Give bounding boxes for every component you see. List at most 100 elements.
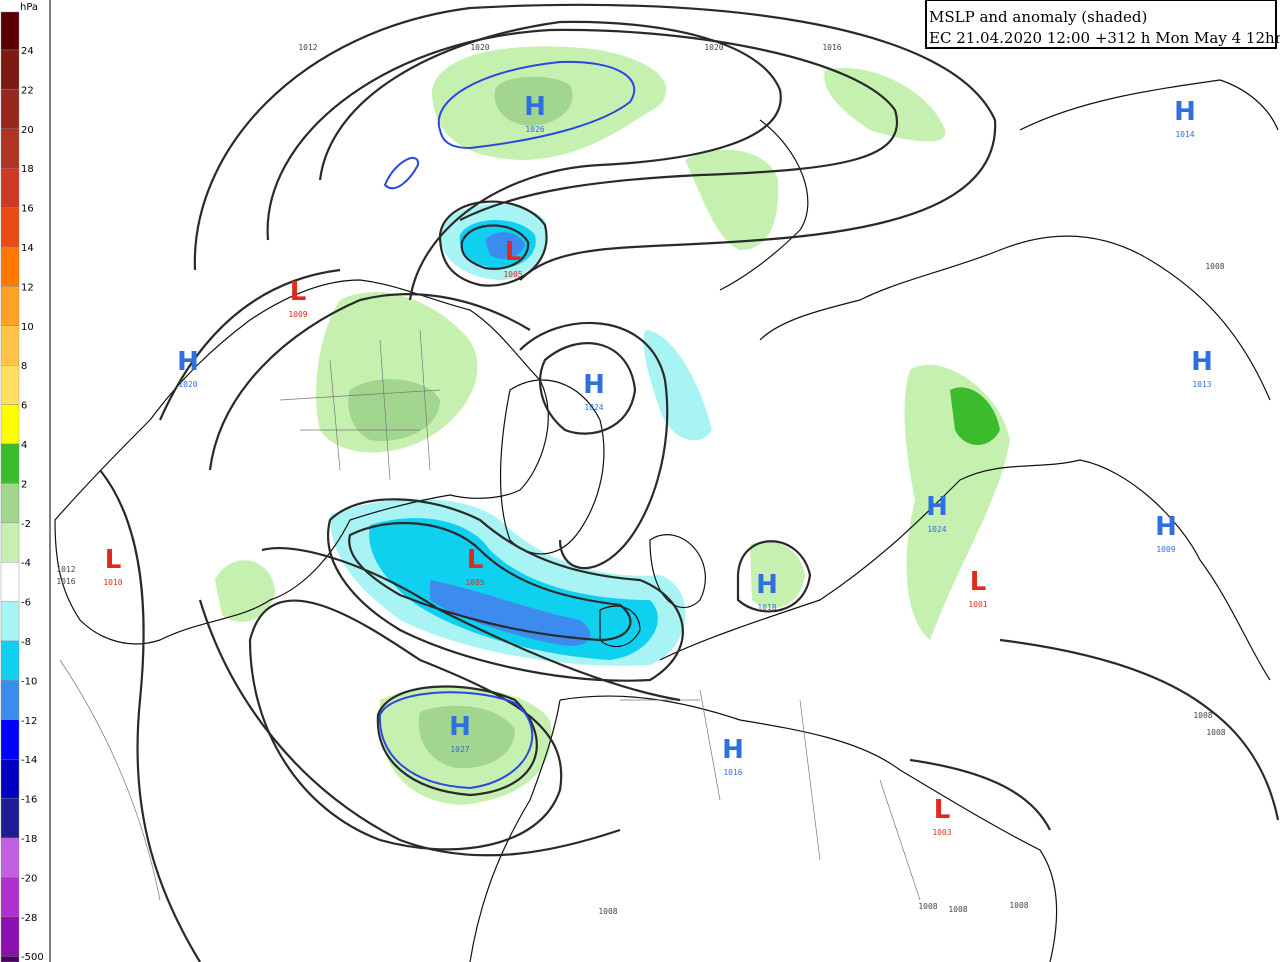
isobar [348, 521, 632, 642]
colorbar-unit: hPa [20, 2, 38, 13]
center-pressure: 1009 [1156, 545, 1175, 554]
center-pressure: 1005 [503, 270, 522, 279]
borders [59, 329, 921, 901]
eurasia [659, 235, 1271, 681]
colorbar-label: -16 [21, 795, 37, 806]
colorbar-label: 14 [21, 243, 34, 254]
isobar [248, 599, 563, 851]
colorbar-label: 10 [21, 322, 34, 333]
colorbar-swatch [0, 167, 20, 208]
colorbar-swatch [0, 246, 20, 287]
isobar-label: 1008 [918, 902, 937, 911]
colorbar-swatch [0, 601, 20, 642]
center-pressure: 1014 [1175, 130, 1194, 139]
isobar [736, 540, 812, 613]
center-pressure: 1016 [723, 768, 742, 777]
negative-anomaly [485, 232, 525, 259]
isobar-label: 1008 [598, 907, 617, 916]
colorbar-swatch [0, 798, 20, 839]
colorbar-label: 8 [21, 361, 27, 372]
colorbar-swatch [0, 719, 20, 760]
negative-anomaly [643, 330, 712, 441]
isobar-label: 1020 [470, 43, 489, 52]
isobar [437, 60, 636, 150]
colorbar-label: -2 [21, 519, 31, 530]
center-letter: H [524, 92, 546, 122]
title-box [925, 0, 1277, 49]
isobar-label: 1016 [56, 577, 75, 586]
center-letter: L [290, 277, 307, 307]
isobar-label: 1020 [704, 43, 723, 52]
center-letter: H [926, 492, 948, 522]
isobar-label: 1008 [1205, 262, 1224, 271]
colorbar-swatch [0, 837, 20, 878]
center-letter: L [970, 567, 987, 597]
center-pressure: 1003 [932, 828, 951, 837]
center-letter: H [756, 570, 778, 600]
isobar-label: 1012 [56, 565, 75, 574]
isobar [318, 20, 782, 301]
center-letter: H [1191, 347, 1213, 377]
colorbar-swatch [0, 916, 20, 957]
colorbar-swatch [0, 680, 20, 721]
center-pressure: 1024 [584, 403, 603, 412]
north-america [54, 279, 549, 645]
anomaly-shading [215, 46, 1010, 805]
pressure-centers: H 1026 L 1005 L 1009 H 1020 H 1024 L 1005 L 1010 H 1018… [103, 92, 1213, 837]
north-coast [719, 79, 1279, 291]
title: MSLP and anomaly (shaded) [929, 8, 1147, 26]
isobar-label: 1008 [1193, 711, 1212, 720]
colorbar-label: 16 [21, 204, 34, 215]
colorbar-label: 2 [21, 479, 27, 490]
colorbar-label: 20 [21, 125, 34, 136]
colorbar-swatch [0, 956, 20, 962]
high-contours [378, 60, 636, 790]
isobar [266, 28, 898, 241]
center-pressure: 1009 [288, 310, 307, 319]
colorbar-swatch [0, 562, 20, 602]
isobar [378, 691, 534, 790]
colorbar-label: 4 [21, 440, 27, 451]
isobar-label: 1016 [822, 43, 841, 52]
colorbar-swatch [0, 286, 20, 326]
center-pressure: 1026 [525, 125, 544, 134]
colorbar-label: 24 [21, 46, 34, 57]
positive-anomaly [685, 68, 946, 250]
colorbar-swatch [0, 207, 20, 248]
negative-anomaly [430, 580, 591, 646]
colorbar-label: -4 [21, 558, 31, 569]
isobars [99, 3, 1280, 962]
negative-anomaly [369, 518, 658, 660]
isobar [383, 156, 420, 190]
coastlines [54, 79, 1279, 962]
center-letter: L [105, 545, 122, 575]
center-letter: H [583, 370, 605, 400]
positive-anomaly [950, 387, 1000, 445]
colorbar-swatch [0, 365, 20, 405]
center-pressure: 1018 [757, 603, 776, 612]
colorbar-label: -18 [21, 834, 37, 845]
colorbar-label: -28 [21, 913, 37, 924]
colorbar-label: 12 [21, 282, 34, 293]
center-letter: H [449, 712, 471, 742]
center-pressure: 1001 [968, 600, 987, 609]
center-pressure: 1020 [178, 380, 197, 389]
colorbar-label: -20 [21, 873, 37, 884]
positive-anomaly [418, 705, 515, 769]
center-letter: H [1155, 512, 1177, 542]
colorbar-swatch [0, 89, 20, 130]
center-pressure: 1013 [1192, 380, 1211, 389]
colorbar-label: -12 [21, 716, 37, 727]
colorbar-swatch [0, 128, 20, 169]
colorbar-label: -14 [21, 755, 37, 766]
colorbar-label: -8 [21, 637, 31, 648]
center-letter: H [177, 347, 199, 377]
center-pressure: 1027 [450, 745, 469, 754]
colorbar-swatch [0, 522, 20, 563]
isobar [327, 498, 684, 682]
colorbar-label: -6 [21, 598, 31, 609]
center-pressure: 1024 [927, 525, 946, 534]
colorbar-swatch [0, 640, 20, 681]
isobar-label: 1008 [1009, 901, 1028, 910]
isobar-labels: 1012 1020 1020 1016 1008 1008 1008 1012 … [56, 43, 1225, 916]
